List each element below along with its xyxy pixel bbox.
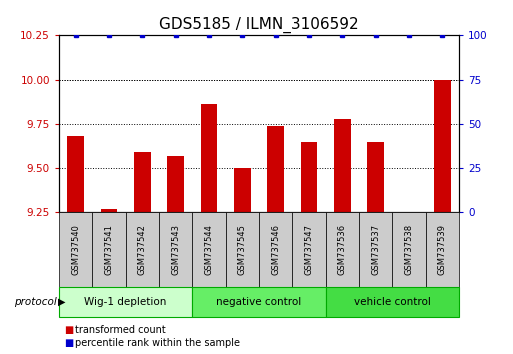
Text: GSM737541: GSM737541 [105,224,113,275]
Bar [101,209,117,212]
Text: protocol: protocol [14,297,56,307]
Text: GSM737544: GSM737544 [205,224,213,275]
Bar [401,212,418,216]
Text: GSM737543: GSM737543 [171,224,180,275]
Text: ▶: ▶ [58,297,66,307]
Text: GSM737540: GSM737540 [71,224,80,275]
Text: GSM737547: GSM737547 [305,224,313,275]
Text: GSM737545: GSM737545 [238,224,247,275]
Bar [234,168,251,212]
Bar [67,136,84,212]
Text: ■: ■ [64,325,73,335]
Bar [334,119,351,212]
Text: negative control: negative control [216,297,302,307]
Bar [267,126,284,212]
Bar [434,80,451,212]
Bar [167,156,184,212]
Bar [134,152,151,212]
Bar [201,104,218,212]
Bar [367,142,384,212]
Text: Wig-1 depletion: Wig-1 depletion [85,297,167,307]
Title: GDS5185 / ILMN_3106592: GDS5185 / ILMN_3106592 [159,16,359,33]
Text: GSM737546: GSM737546 [271,224,280,275]
Text: GSM737539: GSM737539 [438,224,447,275]
Bar [301,142,318,212]
Text: transformed count: transformed count [75,325,166,335]
Text: GSM737538: GSM737538 [405,224,413,275]
Text: GSM737537: GSM737537 [371,224,380,275]
Text: vehicle control: vehicle control [354,297,431,307]
Text: percentile rank within the sample: percentile rank within the sample [75,338,241,348]
Text: ■: ■ [64,338,73,348]
Text: GSM737536: GSM737536 [338,224,347,275]
Text: GSM737542: GSM737542 [138,224,147,275]
